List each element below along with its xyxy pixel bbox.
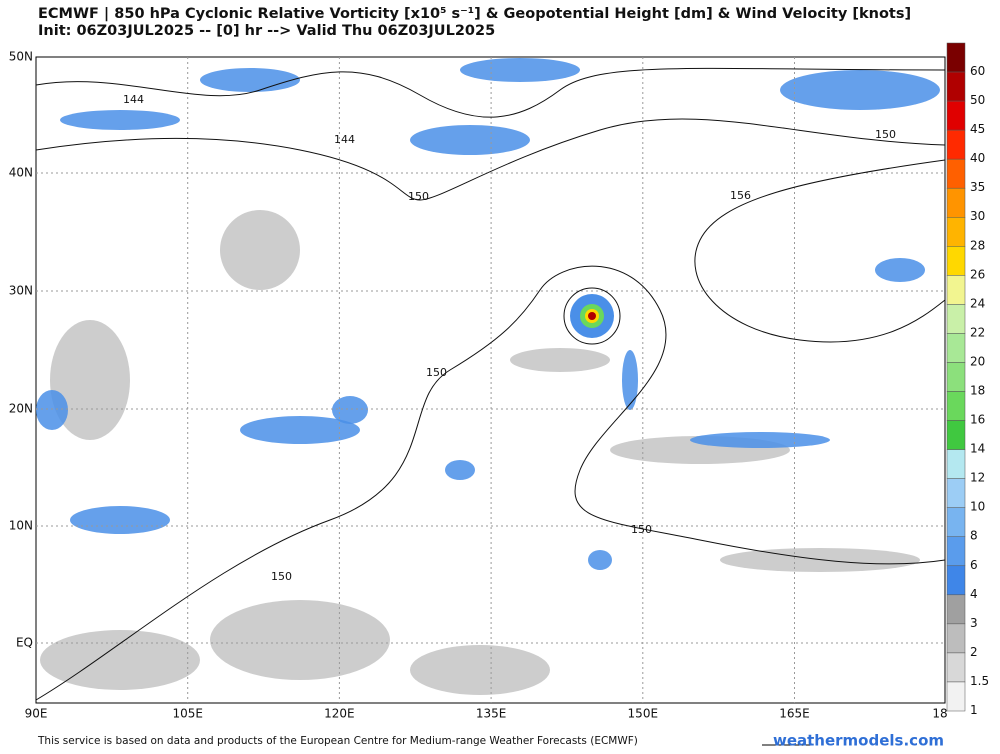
colorbar-swatch [946,623,966,654]
colorbar-swatch [946,158,966,189]
colorbar-swatch [946,681,966,712]
colorbar-swatch [946,565,966,596]
colorbar-label: 16 [970,413,985,427]
lon-label: 105E [172,707,203,721]
contour-label: 144 [334,133,355,146]
colorbar-swatch [946,333,966,363]
colorbar-label: 20 [970,354,985,368]
colorbar-label: 1.5 [970,674,989,688]
colorbar-label: 28 [970,238,985,252]
colorbar-swatch [946,420,966,450]
map-frame [35,56,946,704]
colorbar-label: 8 [970,529,978,543]
colorbar-swatch [946,391,966,421]
colorbar-label: 3 [970,616,978,630]
map: 144 144 150 150 156 150 150 150 [35,56,946,704]
contour-label: 150 [631,523,652,536]
colorbar-label: 24 [970,296,985,310]
colorbar-swatch [946,187,966,218]
lon-label: 90E [25,707,48,721]
vorticity-shading [36,58,940,695]
colorbar-swatch [946,42,966,73]
lon-label: 150E [628,707,659,721]
contour-label: 150 [426,366,447,379]
colorbar-label: 30 [970,209,985,223]
colorbar: 60 50 45 40 35 30 28 26 24 22 20 18 16 14 12 10 8 6 4 3 2 1.5… [946,42,989,717]
colorbar-label: 10 [970,500,985,514]
lon-label: 120E [324,707,355,721]
lon-label: 18 [932,707,947,721]
contour-label: 156 [730,189,751,202]
colorbar-swatch [946,536,966,567]
lon-label: 135E [476,707,507,721]
colorbar-label: 35 [970,180,985,194]
brand[interactable]: weathermodels.com [773,732,944,750]
contour-label: 144 [123,93,144,106]
colorbar-label: 22 [970,325,985,339]
colorbar-swatch [946,594,966,625]
colorbar-swatch [946,129,966,160]
colorbar-label: 50 [970,93,985,107]
colorbar-label: 2 [970,645,978,659]
lat-label: 30N [9,284,33,298]
colorbar-label: 18 [970,384,985,398]
colorbar-swatch [946,507,966,537]
footer-notice: This service is based on data and produc… [37,735,638,747]
colorbar-label: 14 [970,442,985,456]
colorbar-label: 1 [970,703,978,717]
lon-label: 165E [779,707,810,721]
colorbar-label: 26 [970,267,985,281]
contour-label: 150 [875,128,896,141]
colorbar-swatch [946,362,966,392]
colorbar-swatch [946,100,966,131]
colorbar-label: 40 [970,151,985,165]
colorbar-swatch [946,478,966,508]
subtitle: Init: 06Z03JUL2025 -- [0] hr --> Valid T… [38,23,495,39]
graticule [36,57,945,703]
colorbar-label: 60 [970,64,985,78]
contour-label: 150 [408,190,429,203]
title: ECMWF | 850 hPa Cyclonic Relative Vortic… [38,6,911,22]
colorbar-swatch [946,275,966,305]
height-contours [35,67,946,701]
colorbar-swatch [946,217,966,247]
colorbar-label: 45 [970,122,985,136]
lat-label: 50N [9,50,33,64]
colorbar-swatch [946,304,966,334]
colorbar-swatch [946,449,966,479]
lat-label: 10N [9,519,33,533]
colorbar-label: 12 [970,471,985,485]
colorbar-label: 4 [970,587,978,601]
lat-label: 20N [9,402,33,416]
lat-label: EQ [16,636,33,650]
colorbar-label: 6 [970,558,978,572]
contour-label: 150 [271,570,292,583]
lat-label: 40N [9,166,33,180]
colorbar-swatch [946,71,966,102]
colorbar-swatch [946,246,966,276]
colorbar-swatch [946,652,966,683]
